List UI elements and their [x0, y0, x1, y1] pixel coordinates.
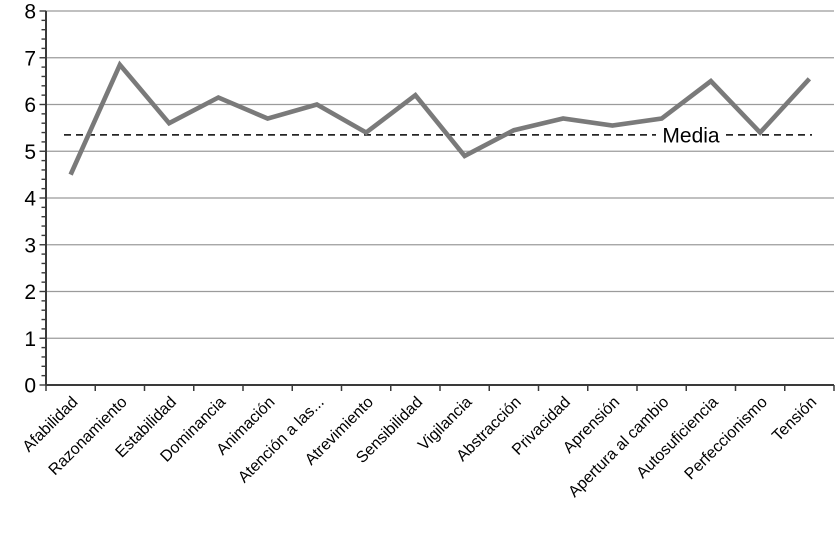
y-axis-tick-label: 7: [24, 47, 36, 70]
y-axis-tick-label: 6: [24, 94, 36, 117]
data-series-line: [68, 60, 812, 176]
y-axis-tick-label: 4: [24, 188, 36, 211]
y-axis-tick-label: 3: [24, 234, 36, 257]
y-axis-tick-label: 2: [24, 281, 36, 304]
y-axis-tick-label: 0: [24, 375, 36, 398]
y-axis-tick-label: 8: [24, 1, 36, 24]
y-axis-tick-label: 1: [24, 328, 36, 351]
y-axis-tick-label: 5: [24, 141, 36, 164]
media-label: Media: [662, 124, 720, 147]
